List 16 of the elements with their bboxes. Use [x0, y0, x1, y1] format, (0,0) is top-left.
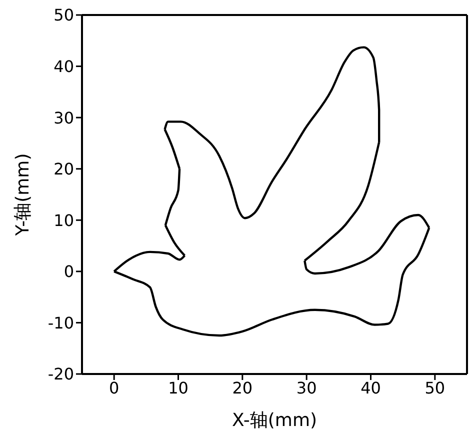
y-tick-label: 10	[54, 210, 74, 230]
y-axis-title: Y-轴(mm)	[12, 153, 34, 237]
y-tick-label: 20	[54, 160, 74, 179]
x-tick-label: 30	[296, 378, 317, 398]
y-tick-label: 30	[54, 108, 74, 128]
y-tick-label: 50	[54, 6, 74, 25]
x-tick-label: 0	[108, 378, 120, 398]
y-tick-label: -20	[48, 364, 74, 384]
x-tick-label: 50	[424, 378, 446, 398]
y-tick-label: 0	[64, 262, 74, 282]
x-tick-label: 40	[360, 378, 381, 398]
y-tick-label: -10	[48, 313, 74, 332]
x-axis-title: X-轴(mm)	[232, 410, 318, 431]
x-tick-label: 10	[168, 378, 188, 398]
x-tick-label: 20	[232, 378, 253, 398]
y-tick-label: 40	[54, 56, 74, 76]
